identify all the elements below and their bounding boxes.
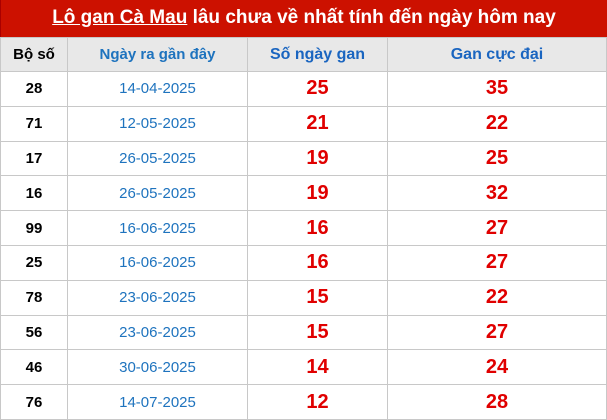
- ngay-ra-cell: 23-06-2025: [67, 279, 248, 316]
- bo-so-cell: 99: [0, 210, 68, 246]
- so-ngay-gan-cell: 21: [247, 105, 388, 142]
- ngay-ra-cell: 14-07-2025: [67, 384, 248, 420]
- ngay-ra-cell: 12-05-2025: [67, 105, 248, 142]
- ngay-ra-cell: 14-04-2025: [67, 71, 248, 107]
- gan-cuc-dai-cell: 27: [387, 314, 607, 351]
- table-row: 46 30-06-2025 14 24: [0, 349, 607, 386]
- table-row: 28 14-04-2025 25 35: [0, 71, 607, 107]
- gan-cuc-dai-cell: 28: [387, 384, 607, 420]
- bo-so-cell: 76: [0, 384, 68, 420]
- table-row: 25 16-06-2025 16 27: [0, 244, 607, 281]
- table-row: 56 23-06-2025 15 27: [0, 314, 607, 351]
- gan-cuc-dai-cell: 22: [387, 105, 607, 142]
- ngay-ra-cell: 16-06-2025: [67, 210, 248, 246]
- ngay-ra-cell: 23-06-2025: [67, 314, 248, 351]
- so-ngay-gan-cell: 25: [247, 71, 388, 107]
- header-bo-so: Bộ số: [0, 37, 68, 72]
- ngay-ra-cell: 26-05-2025: [67, 140, 248, 177]
- table-row: 17 26-05-2025 19 25: [0, 140, 607, 177]
- bo-so-cell: 71: [0, 105, 68, 142]
- so-ngay-gan-cell: 16: [247, 244, 388, 281]
- so-ngay-gan-cell: 16: [247, 210, 388, 246]
- so-ngay-gan-cell: 15: [247, 314, 388, 351]
- header-gan-cuc-dai: Gan cực đại: [387, 37, 607, 72]
- gan-cuc-dai-cell: 32: [387, 175, 607, 212]
- bo-so-cell: 78: [0, 279, 68, 316]
- table-title: Lô gan Cà Mau lâu chưa về nhất tính đến …: [0, 0, 607, 37]
- gan-cuc-dai-cell: 27: [387, 244, 607, 281]
- gan-cuc-dai-cell: 22: [387, 279, 607, 316]
- table-row: 78 23-06-2025 15 22: [0, 279, 607, 316]
- gan-cuc-dai-cell: 35: [387, 71, 607, 107]
- table-row: 71 12-05-2025 21 22: [0, 105, 607, 142]
- gan-cuc-dai-cell: 24: [387, 349, 607, 386]
- lo-gan-table: Bộ số Ngày ra gần đây Số ngày gan Gan cự…: [0, 37, 607, 420]
- header-ngay-ra: Ngày ra gần đây: [67, 37, 248, 72]
- gan-cuc-dai-cell: 27: [387, 210, 607, 246]
- title-link[interactable]: Lô gan Cà Mau: [52, 7, 188, 28]
- bo-so-cell: 17: [0, 140, 68, 177]
- so-ngay-gan-cell: 15: [247, 279, 388, 316]
- so-ngay-gan-cell: 19: [247, 175, 388, 212]
- table-row: 76 14-07-2025 12 28: [0, 384, 607, 420]
- header-so-ngay-gan: Số ngày gan: [247, 37, 388, 72]
- so-ngay-gan-cell: 14: [247, 349, 388, 386]
- ngay-ra-cell: 30-06-2025: [67, 349, 248, 386]
- bo-so-cell: 56: [0, 314, 68, 351]
- ngay-ra-cell: 26-05-2025: [67, 175, 248, 212]
- table-row: 16 26-05-2025 19 32: [0, 175, 607, 212]
- bo-so-cell: 46: [0, 349, 68, 386]
- bo-so-cell: 25: [0, 244, 68, 281]
- bo-so-cell: 16: [0, 175, 68, 212]
- so-ngay-gan-cell: 19: [247, 140, 388, 177]
- header-row: Bộ số Ngày ra gần đây Số ngày gan Gan cự…: [0, 37, 607, 72]
- ngay-ra-cell: 16-06-2025: [67, 244, 248, 281]
- title-text: lâu chưa về nhất tính đến ngày hôm nay: [187, 7, 556, 28]
- table-row: 99 16-06-2025 16 27: [0, 210, 607, 246]
- so-ngay-gan-cell: 12: [247, 384, 388, 420]
- gan-cuc-dai-cell: 25: [387, 140, 607, 177]
- bo-so-cell: 28: [0, 71, 68, 107]
